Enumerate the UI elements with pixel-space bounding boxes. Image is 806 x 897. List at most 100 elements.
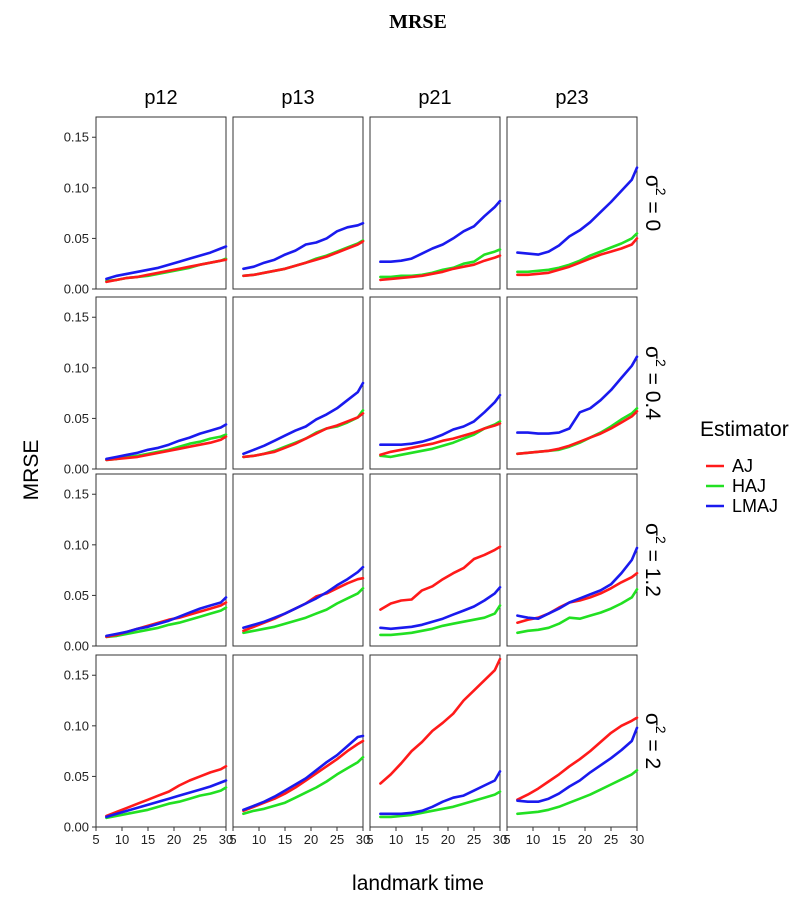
series-line-haj [242,755,365,816]
panel-p12-row3: 0.00 0.05 0.10 0.15 [64,473,228,654]
series-line-aj [379,657,502,785]
y-tick-label: 0.00 [64,462,89,477]
x-tick-label: 10 [526,832,540,847]
y-tick-label: 0.10 [64,180,89,195]
x-tick-label: 15 [141,832,155,847]
series-line-lmaj [516,546,639,621]
chart-title: MRSE [389,11,447,33]
row-strip-label: σ2 = 0 [641,175,669,231]
row-strip-superscript: 2 [653,359,669,367]
legend-entry-lmaj: LMAJ [706,496,778,516]
panel-frame [95,116,227,290]
panel-frame [369,296,501,470]
series-line-lmaj [516,166,639,256]
panel-p12-row2: 0.00 0.05 0.10 0.15 [64,296,228,477]
panel-p13-row4: 5 10 15 20 25 30 [229,654,370,847]
x-tick-label: 15 [415,832,429,847]
y-tick-label: 0.15 [64,487,89,502]
y-tick-label: 0.15 [64,130,89,145]
series-line-haj [379,604,502,637]
x-tick-label: 10 [389,832,403,847]
panel-p21-row3 [369,473,502,647]
series-line-lmaj [516,355,639,435]
legend-title: Estimator [700,418,789,441]
row-strip-superscript: 2 [653,726,669,734]
panel-p23-row2 [506,296,639,470]
panel-frame [232,654,364,828]
legend-label: AJ [732,456,753,476]
series-line-aj [105,435,228,462]
column-strip-label: p13 [281,87,314,109]
x-tick-label: 25 [604,832,618,847]
series-line-haj [379,790,502,819]
y-tick-label: 0.05 [64,411,89,426]
legend-label: LMAJ [732,496,778,516]
series-line-lmaj [105,245,228,281]
x-tick-label: 30 [219,832,233,847]
series-line-haj [379,248,502,279]
y-tick-label: 0.05 [64,769,89,784]
row-strip-superscript: 2 [653,536,669,544]
panel-frame [95,654,227,828]
series-line-aj [379,422,502,457]
panel-p21-row1 [369,116,502,290]
row-strip-symbol: σ [641,346,664,359]
panel-p23-row4: 5 10 15 20 25 30 [503,654,644,847]
row-strip-text: σ2 = 2 [641,713,669,769]
column-strip-label: p12 [144,87,177,109]
series-line-lmaj [379,585,502,631]
row-strip-label: σ2 = 2 [641,713,669,769]
row-strip-symbol: σ [641,523,664,536]
panel-p21-row4: 5 10 15 20 25 30 [366,654,507,847]
series-line-aj [379,254,502,282]
series-line-lmaj [105,596,228,638]
x-tick-label: 25 [330,832,344,847]
panel-frame [369,473,501,647]
legend-entry-haj: HAJ [706,476,766,496]
series-line-lmaj [105,423,228,461]
x-tick-label: 30 [356,832,370,847]
series-line-lmaj [379,770,502,816]
x-tick-label: 10 [252,832,266,847]
x-tick-label: 5 [229,832,236,847]
panel-frame [506,116,638,290]
series-line-aj [379,545,502,611]
panel-p23-row3 [506,473,639,647]
row-strip-superscript: 2 [653,188,669,196]
panel-frame [369,654,501,828]
panel-p23-row1 [506,116,639,290]
row-strip-text: σ2 = 1.2 [641,523,669,597]
y-tick-label: 0.00 [64,639,89,654]
series-line-lmaj [242,565,365,630]
series-line-haj [105,786,228,820]
x-tick-label: 10 [115,832,129,847]
series-line-aj [516,716,639,802]
y-axis-title: MRSE [20,440,43,501]
series-line-lmaj [242,734,365,812]
x-tick-label: 5 [366,832,373,847]
series-line-aj [242,240,365,278]
panel-p12-row4: 0.00 0.05 0.10 0.15 5 10 15 20 25 30 [64,654,233,847]
panel-frame [95,473,227,647]
series-line-aj [105,258,228,284]
y-tick-label: 0.15 [64,668,89,683]
panel-frame [232,473,364,647]
x-tick-label: 20 [441,832,455,847]
panel-frame [506,654,638,828]
series-line-lmaj [516,726,639,804]
legend-entry-aj: AJ [706,456,753,476]
y-tick-label: 0.15 [64,310,89,325]
series-line-lmaj [379,393,502,447]
x-axis-title: landmark time [352,872,484,895]
row-strip-symbol: σ [641,175,664,188]
series-line-aj [105,764,228,818]
panel-frame [506,296,638,470]
x-tick-label: 20 [304,832,318,847]
panel-frame [232,116,364,290]
series-line-lmaj [242,381,365,456]
legend-label: HAJ [732,476,766,496]
series-line-lmaj [105,779,228,819]
x-tick-label: 20 [167,832,181,847]
